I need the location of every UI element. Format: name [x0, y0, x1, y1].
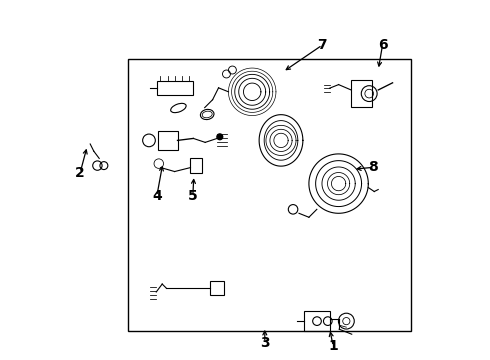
Text: 3: 3: [260, 336, 270, 350]
Text: 4: 4: [152, 189, 162, 203]
Circle shape: [217, 134, 222, 140]
Text: 7: 7: [318, 38, 327, 52]
Text: 1: 1: [328, 339, 338, 353]
Text: 8: 8: [368, 161, 378, 174]
Text: 6: 6: [378, 38, 387, 52]
Text: 5: 5: [188, 189, 197, 203]
Text: 2: 2: [75, 166, 85, 180]
